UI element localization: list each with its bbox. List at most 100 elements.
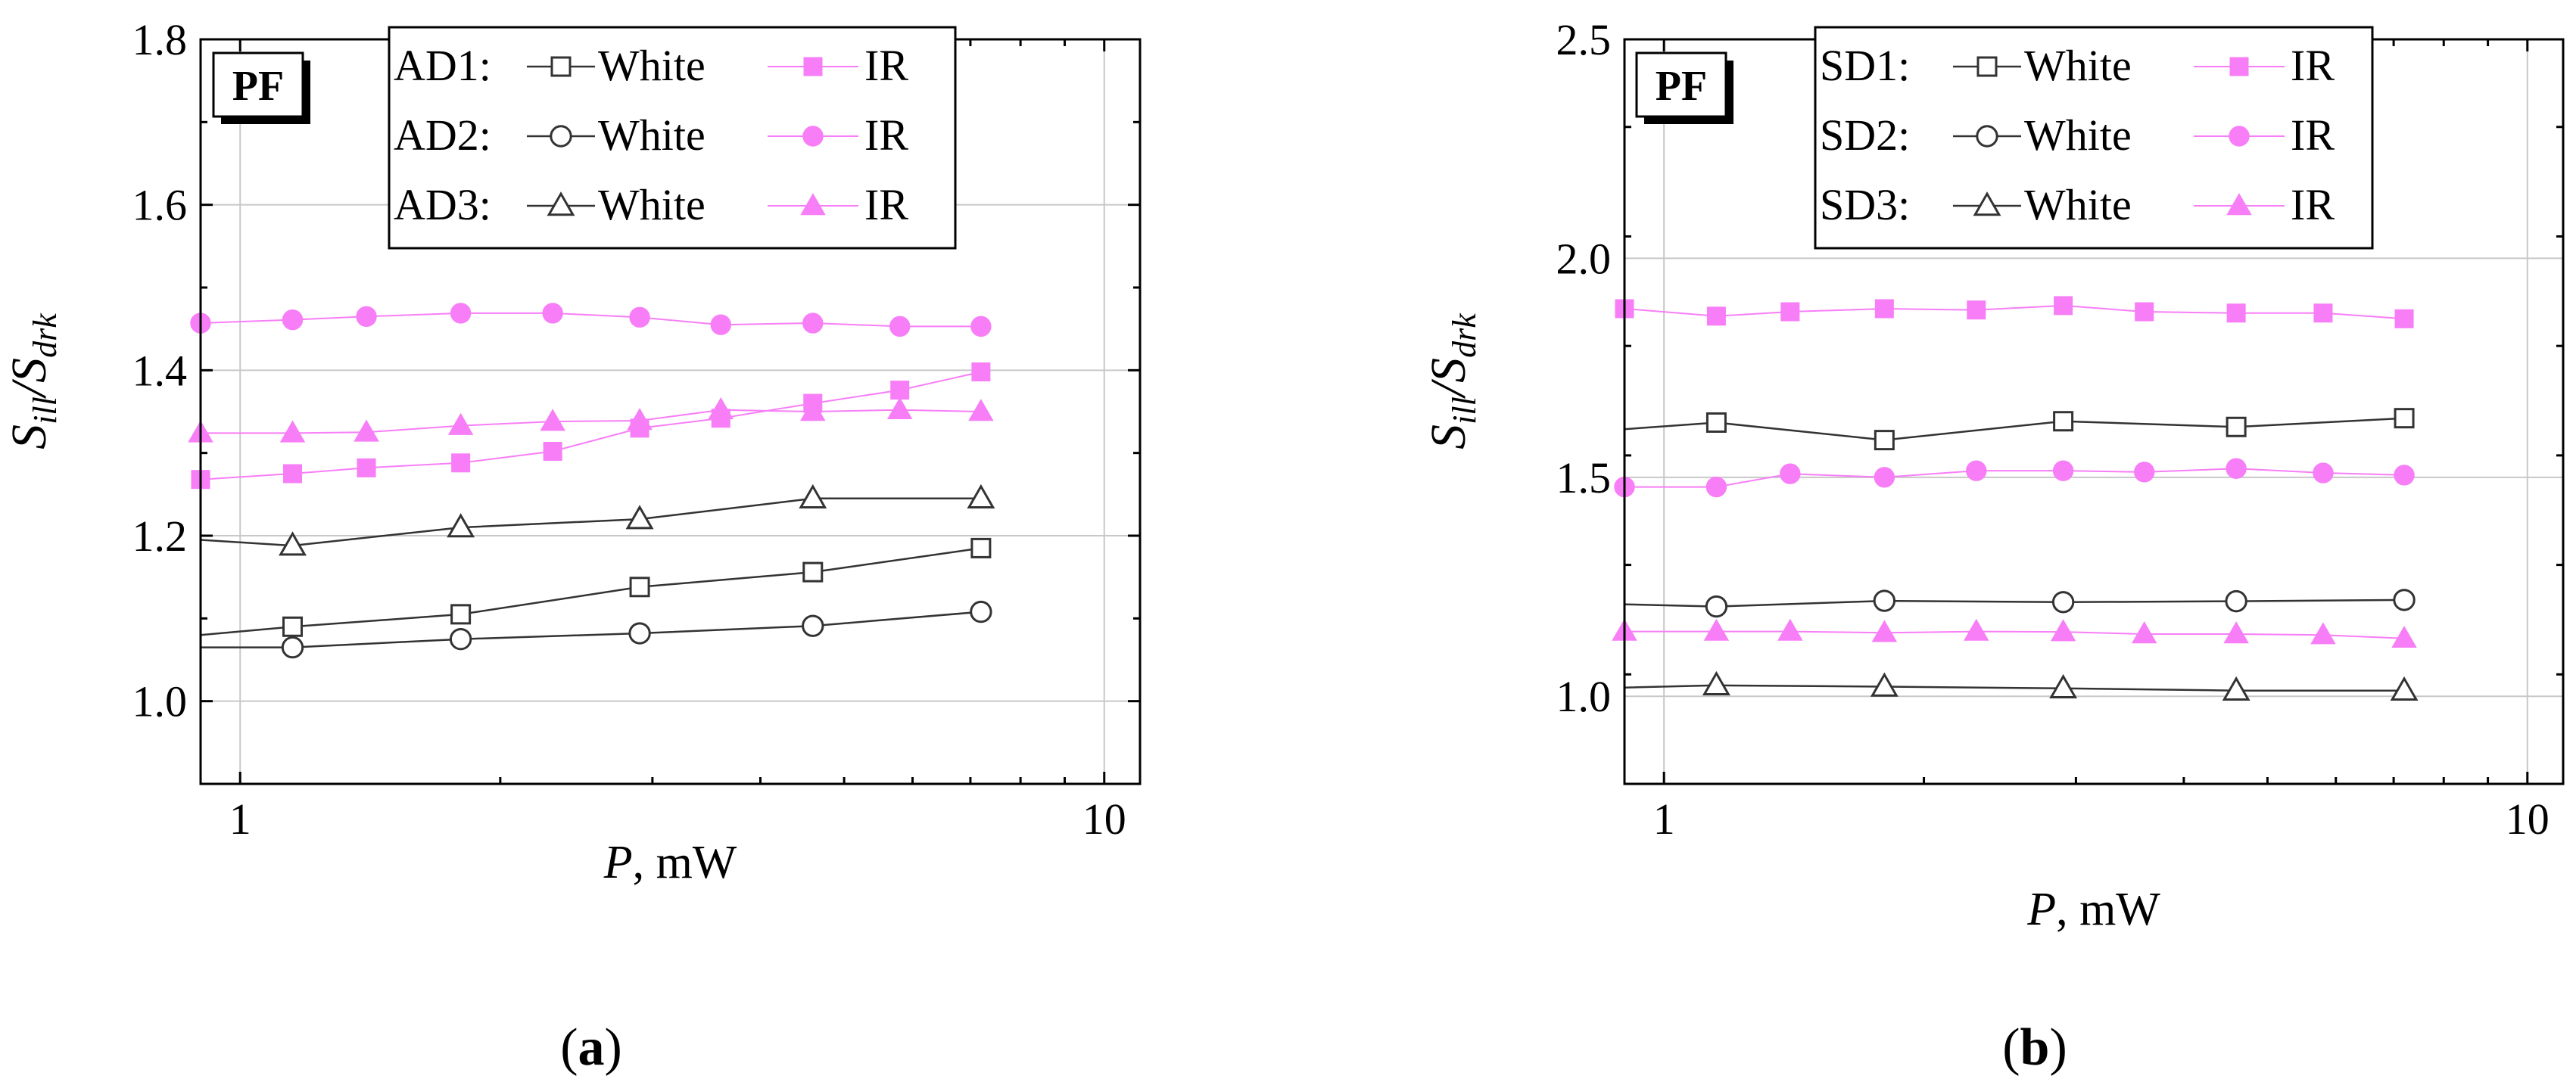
data-point: [282, 309, 304, 331]
legend-marker: [547, 191, 575, 216]
data-point: [2226, 416, 2247, 437]
x-axis-label: P, mW: [2026, 884, 2160, 935]
data-point: [625, 505, 654, 530]
data-point: [2393, 589, 2416, 611]
data-point: [802, 312, 824, 334]
data-point: [447, 513, 475, 538]
legend-marker: [550, 125, 572, 148]
data-point: [1873, 589, 1896, 612]
y-axis-label-div: /S: [2, 358, 57, 400]
legend-white-label: White: [598, 180, 706, 229]
y-tick-label: 1.8: [132, 15, 188, 64]
x-axis-label-unit: , mW: [633, 837, 737, 888]
x-axis-label: P, mW: [603, 837, 737, 888]
data-point: [1705, 595, 1728, 618]
data-point: [2390, 676, 2419, 701]
data-point: [967, 483, 995, 509]
data-point: [2135, 302, 2154, 322]
data-point: [2225, 589, 2247, 613]
data-point: [2394, 408, 2415, 429]
data-point: [890, 381, 910, 400]
series-line: [1624, 684, 2405, 692]
data-point: [629, 577, 650, 598]
data-point: [2222, 676, 2250, 701]
data-point: [279, 420, 306, 443]
legend-marker: [550, 56, 572, 77]
data-point: [1703, 618, 1730, 641]
data-point: [629, 306, 650, 328]
legend-ir-label: IR: [2291, 180, 2335, 229]
badge-text: PF: [1656, 63, 1707, 110]
chart-panel-a: 1.0 1.2 1.4 1.6 1.8 1 10 P, mW Sill/Sdrk PF AD1: Wh…: [2, 15, 1142, 888]
legend-marker: [2226, 193, 2252, 216]
legend-white-label: White: [2024, 180, 2132, 229]
series-line: [1624, 468, 2405, 488]
legend-group-label: SD2:: [1820, 110, 1910, 160]
data-point: [354, 419, 379, 442]
data-point: [281, 636, 304, 659]
data-point: [971, 362, 991, 382]
data-point: [447, 412, 474, 435]
legend-marker: [1976, 56, 1998, 77]
x-tick-label: 10: [1082, 794, 1126, 844]
data-point: [2053, 411, 2074, 432]
data-point: [449, 627, 472, 651]
data-point: [1777, 618, 1803, 641]
data-point: [279, 531, 307, 556]
data-point: [1702, 670, 1730, 695]
data-point: [2051, 591, 2075, 614]
data-point: [2052, 460, 2074, 481]
y-axis-label: Sill/Sdrk: [1421, 312, 1483, 449]
badge-box: [1635, 51, 1727, 118]
legend-group-label: AD1:: [394, 41, 491, 90]
legend-box: [388, 26, 957, 250]
legend-ir-label: IR: [864, 180, 908, 229]
data-point: [450, 604, 472, 625]
data-point: [1966, 460, 1987, 481]
y-tick-label: 2.5: [1556, 15, 1612, 64]
legend-box: [1814, 26, 2374, 250]
data-point: [2313, 462, 2334, 483]
series-line: [1624, 630, 2405, 639]
data-point: [970, 600, 992, 623]
data-point: [968, 399, 994, 421]
data-point: [450, 303, 472, 324]
data-point: [1870, 672, 1899, 697]
legend-white-label: White: [2024, 41, 2132, 90]
legend-marker: [1976, 125, 1998, 148]
data-point: [357, 458, 376, 477]
data-point: [2394, 309, 2414, 328]
data-point: [802, 614, 824, 637]
data-point: [800, 399, 826, 421]
data-point: [2054, 296, 2073, 316]
data-point: [1967, 300, 1986, 320]
y-axis-label-sub: drk: [1446, 312, 1483, 358]
x-axis-label-unit: , mW: [2056, 884, 2160, 935]
y-tick-label: 1.2: [132, 511, 188, 561]
data-point: [1871, 620, 1898, 642]
legend-marker: [802, 126, 824, 147]
data-point: [2226, 458, 2247, 479]
legend-group-label: AD3:: [394, 180, 491, 229]
x-tick-label: 1: [1653, 794, 1675, 844]
data-point: [1780, 302, 1800, 322]
legend-marker: [803, 57, 823, 76]
legend-marker: [1973, 191, 2001, 216]
series-line: [201, 611, 982, 648]
series-line: [200, 312, 981, 328]
data-point: [2134, 462, 2155, 483]
data-point: [1874, 430, 1895, 451]
data-point: [886, 396, 913, 420]
data-point: [2394, 465, 2415, 486]
data-point: [1705, 412, 1727, 433]
y-axis-label-main: S: [2, 424, 57, 449]
y-axis-label-sub: ill: [26, 396, 64, 424]
series-line: [201, 409, 981, 434]
legend-ir-label: IR: [2291, 41, 2335, 90]
legend-white-label: White: [598, 41, 706, 90]
y-tick-label: 2.0: [1556, 234, 1612, 283]
x-tick-label: 1: [229, 794, 251, 844]
data-point: [802, 561, 824, 583]
legend-group-label: SD3:: [1820, 180, 1910, 229]
